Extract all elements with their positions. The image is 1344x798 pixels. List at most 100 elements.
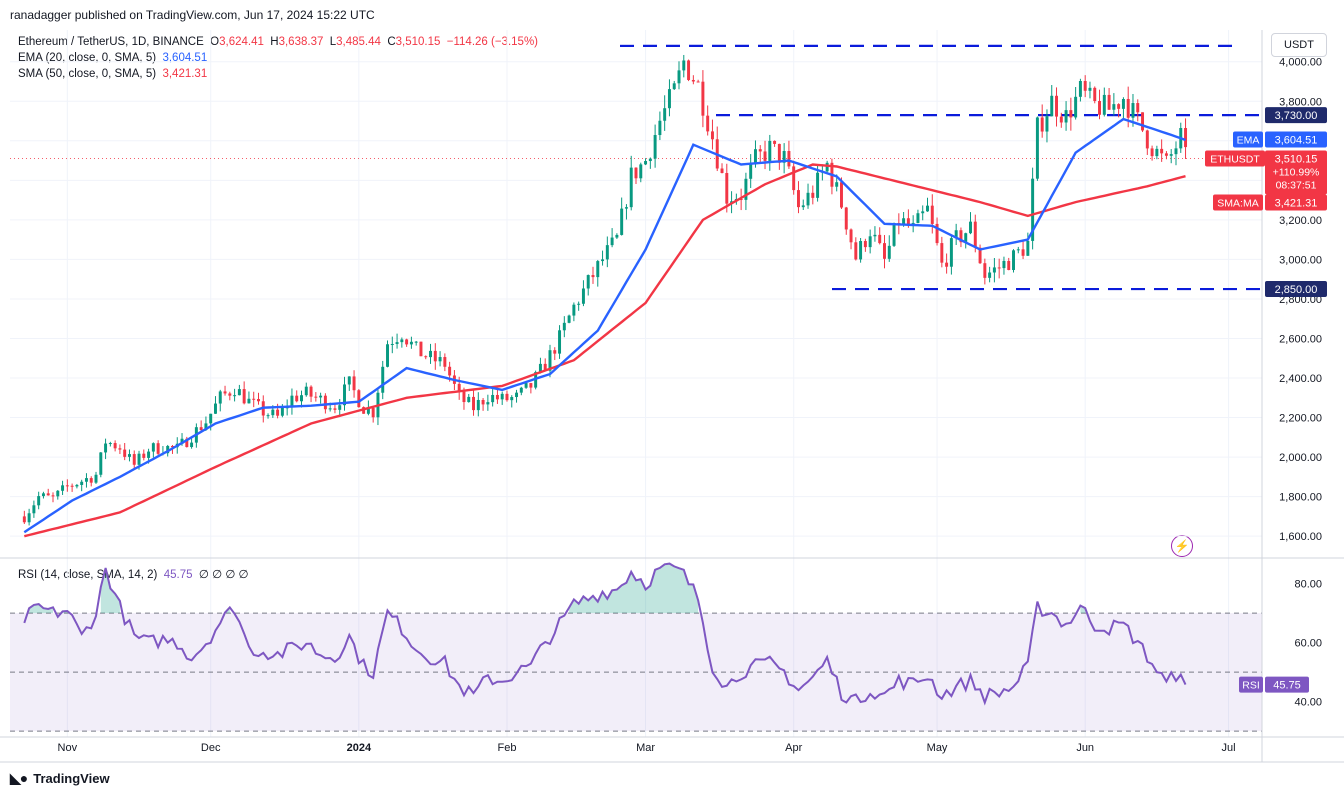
last-price-value: 3,510.15 [1275, 154, 1318, 166]
candle-body [849, 229, 853, 243]
candle-body [472, 396, 476, 411]
candle-body [610, 237, 614, 246]
candle-body [1016, 249, 1020, 251]
candle-body [543, 363, 547, 371]
ema-line [23, 117, 1186, 534]
symbol-name-label: ETHUSDT [1210, 154, 1260, 166]
candle-body [400, 339, 404, 343]
candle-body [424, 356, 428, 358]
candle-body [696, 81, 700, 83]
candle-body [949, 238, 953, 267]
candle-body [701, 81, 705, 116]
candle-body [687, 60, 691, 80]
candle-body [997, 267, 1001, 269]
candle-body [223, 391, 227, 394]
candle-body [591, 275, 595, 278]
candle-body [758, 149, 762, 152]
sma-legend-row[interactable]: SMA (50, close, 0, SMA, 5) 3,421.31 [18, 66, 538, 82]
candle-body [811, 192, 815, 198]
candle-body [123, 449, 127, 457]
candle-body [457, 383, 461, 392]
rsi-legend[interactable]: RSI (14, close, SMA, 14, 2) 45.75 ∅ ∅ ∅ … [18, 567, 249, 581]
candle-body [51, 495, 55, 497]
candle-body [61, 485, 65, 491]
candle-body [558, 330, 562, 354]
ema-legend-value: 3,604.51 [162, 52, 208, 64]
candle-body [672, 83, 676, 90]
candle-body [381, 366, 385, 393]
candle-body [1012, 250, 1015, 270]
candle-body [801, 205, 805, 208]
candle-body [1184, 128, 1188, 148]
candle-body [84, 478, 88, 482]
candle-body [988, 272, 992, 278]
indicator-value-tag [1265, 131, 1327, 148]
candle-body [242, 389, 246, 404]
candle-body [605, 245, 609, 260]
candle-body [266, 415, 270, 417]
candle-body [41, 493, 45, 497]
brand-name: TradingView [33, 771, 110, 786]
candle-body [1035, 117, 1039, 179]
candle-body [624, 207, 628, 209]
currency-button[interactable]: USDT [1271, 33, 1327, 57]
rsi-y-tick-label: 80.00 [1294, 579, 1322, 591]
candle-body [27, 513, 31, 523]
candle-body [1160, 148, 1164, 154]
x-tick-label: Mar [636, 742, 655, 754]
candle-body [204, 423, 208, 431]
candle-body [945, 262, 949, 267]
x-tick-label: May [927, 742, 948, 754]
tradingview-brand[interactable]: ◣● TradingView [10, 770, 110, 787]
candle-body [1136, 103, 1140, 113]
indicator-name-label: SMA:MA [1217, 198, 1258, 210]
price-grid [10, 30, 1262, 737]
candle-body [271, 409, 275, 416]
candle-body [1078, 81, 1082, 97]
rsi-name-label: RSI [1242, 680, 1260, 692]
candle-body [1141, 112, 1145, 131]
candle-body [481, 399, 485, 405]
candle-body [323, 395, 327, 410]
candle-body [753, 149, 757, 165]
candle-body [653, 135, 657, 159]
candle-body [806, 192, 810, 206]
candle-body [252, 398, 256, 400]
candle-body [930, 205, 934, 224]
candle-body [347, 376, 351, 385]
candle-body [495, 394, 499, 400]
symbol-title[interactable]: Ethereum / TetherUS, 1D, BINANCE [18, 36, 204, 48]
ema-legend-row[interactable]: EMA (20, close, 0, SMA, 5) 3,604.51 [18, 50, 538, 66]
candle-body [386, 344, 389, 367]
candle-body [667, 89, 671, 109]
candle-body [300, 395, 303, 402]
sma-legend-value: 3,421.31 [162, 68, 208, 80]
candle-body [691, 79, 695, 82]
candle-body [787, 151, 791, 167]
candle-body [887, 245, 891, 259]
lightning-icon[interactable]: ⚡ [1171, 535, 1193, 557]
candle-body [304, 386, 308, 396]
candle-body [796, 190, 800, 208]
candle-body [572, 304, 576, 316]
open-value: 3,624.41 [219, 36, 264, 48]
candle-body [280, 407, 284, 416]
indicator-name-label: EMA [1237, 135, 1260, 147]
level-price-label: 3,730.00 [1275, 110, 1318, 122]
candle-body [940, 243, 944, 263]
y-tick-label: 3,800.00 [1279, 96, 1322, 108]
candle-body [56, 490, 60, 497]
candle-body [983, 263, 987, 278]
candle-body [371, 408, 375, 418]
candle-body [352, 376, 356, 391]
x-tick-label: Dec [201, 742, 221, 754]
candle-body [816, 172, 820, 198]
candle-body [601, 259, 605, 262]
candle-body [199, 427, 203, 431]
candle-body [448, 366, 452, 376]
candle-body [443, 357, 447, 367]
candle-body [739, 199, 743, 201]
level-price-label: 2,850.00 [1275, 284, 1318, 296]
candle-body [1164, 153, 1168, 156]
